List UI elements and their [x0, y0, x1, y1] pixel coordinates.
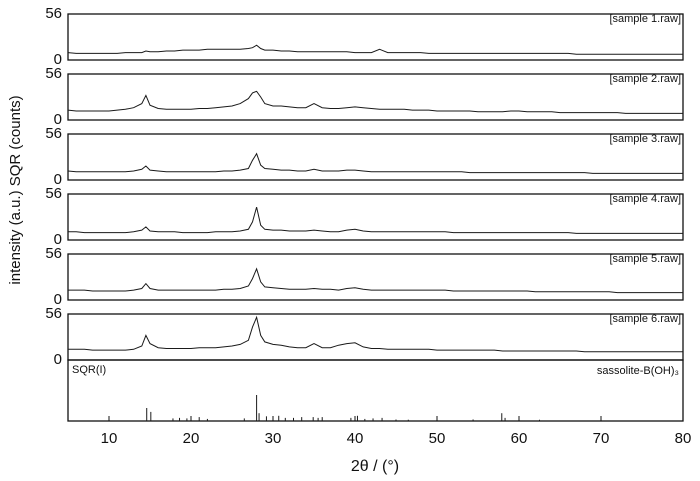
pattern-line [67, 152, 683, 174]
x-tick-label: 20 [183, 430, 200, 447]
pattern-line [68, 267, 683, 294]
pattern-line [68, 315, 683, 353]
x-tick-label: 40 [347, 430, 364, 447]
legend-label: [sample 5.raw] [609, 253, 681, 265]
pattern-line [67, 44, 683, 55]
y-tick-label: 56 [45, 5, 62, 22]
x-tick-label: 80 [675, 430, 692, 447]
y-tick-label: 0 [54, 231, 62, 248]
y-tick-label: 0 [54, 111, 62, 128]
panel-frame [67, 313, 684, 361]
x-tick-label: 10 [101, 430, 118, 447]
phase-label: sassolite-B(OH)₃ [597, 365, 679, 377]
pattern-line [67, 90, 683, 114]
y-tick-label: 56 [45, 125, 62, 142]
panel-frame [67, 73, 684, 121]
panel-frame [67, 193, 684, 241]
y-tick-label: 56 [45, 65, 62, 82]
x-tick-label: 50 [429, 430, 446, 447]
legend-label: [sample 2.raw] [609, 73, 681, 85]
panel-frame [67, 133, 684, 181]
y-tick-label: 0 [54, 171, 62, 188]
x-axis-label: 2θ / (°) [351, 458, 399, 475]
panel-frame [67, 359, 684, 422]
panel-title: SQR(I) [72, 364, 106, 376]
x-tick-label: 60 [511, 430, 528, 447]
y-tick-label: 56 [45, 185, 62, 202]
legend-label: [sample 4.raw] [609, 193, 681, 205]
panel-frame [67, 13, 684, 61]
y-axis-label: intensity (a.u.) SQR (counts) [7, 95, 24, 284]
pattern-line [68, 206, 683, 234]
y-tick-label: 0 [54, 51, 62, 68]
y-tick-label: 56 [45, 305, 62, 322]
x-tick-label: 30 [265, 430, 282, 447]
y-tick-label: 0 [54, 291, 62, 308]
legend-label: [sample 1.raw] [609, 13, 681, 25]
legend-label: [sample 3.raw] [609, 133, 681, 145]
legend-label: [sample 6.raw] [609, 313, 681, 325]
panel-frame [67, 253, 684, 301]
x-tick-label: 70 [593, 430, 610, 447]
y-tick-label: 0 [54, 351, 62, 368]
y-tick-label: 56 [45, 245, 62, 262]
